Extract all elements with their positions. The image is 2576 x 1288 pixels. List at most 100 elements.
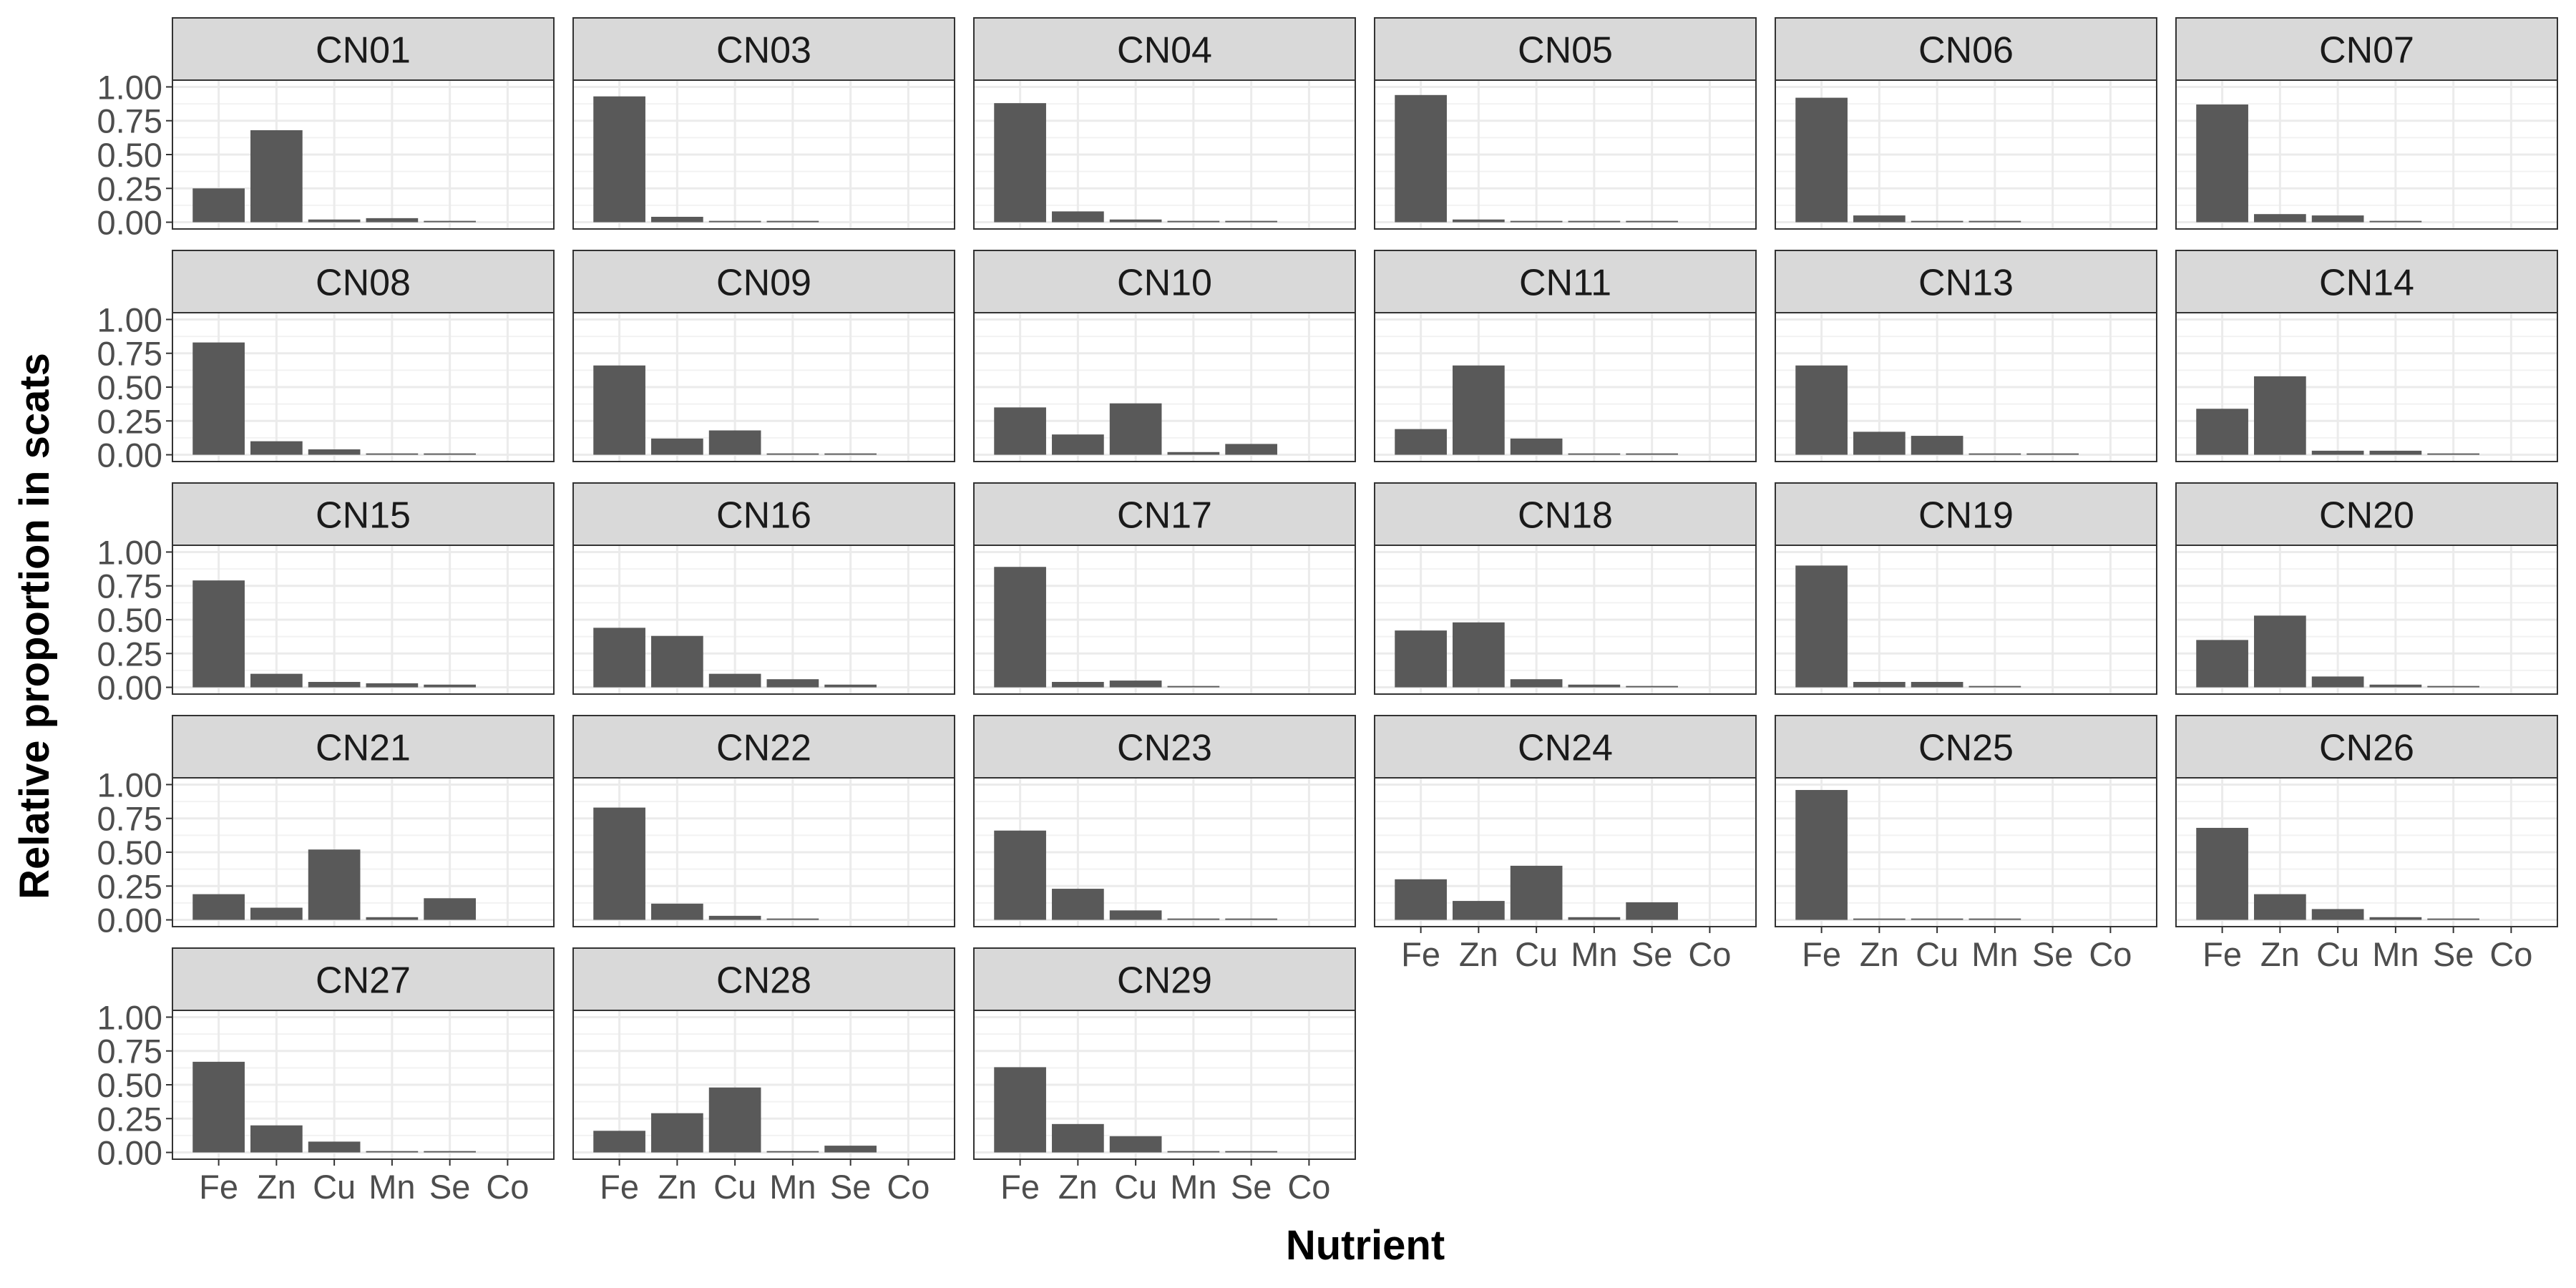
bar-cn14-zn xyxy=(2254,376,2306,455)
facet-strip-label: CN16 xyxy=(716,495,811,537)
x-axis-title: Nutrient xyxy=(1286,1222,1445,1269)
bar-cn24-mn xyxy=(1568,917,1621,920)
bar-cn24-fe xyxy=(1395,879,1447,920)
x-tick-label-cu: Cu xyxy=(1114,1168,1157,1206)
bar-cn04-mn xyxy=(1167,220,1220,223)
facet-panel-cn22: CN22 xyxy=(572,715,955,927)
bar-cn15-se xyxy=(424,684,476,688)
facet-strip xyxy=(1374,715,1757,779)
bar-cn10-mn xyxy=(1167,452,1220,455)
facet-strip-label: CN23 xyxy=(1117,728,1212,769)
y-tick-label: 1.00 xyxy=(97,301,162,338)
facet-panel-cn29: CN29 Fe Zn Cu Mn Se Co xyxy=(973,947,1356,1206)
x-tick-label-zn: Zn xyxy=(1860,935,1899,973)
bar-cn11-se xyxy=(1626,453,1678,455)
bar-cn24-zn xyxy=(1453,901,1505,920)
bar-cn03-zn xyxy=(651,216,703,223)
panel-border xyxy=(572,312,955,462)
bar-cn25-mn xyxy=(1968,918,2021,920)
bar-cn21-se xyxy=(424,898,476,920)
facet-strip xyxy=(572,947,955,1011)
panel-border xyxy=(572,545,955,695)
bar-cn21-cu xyxy=(308,849,361,920)
facet-strip-label: CN19 xyxy=(1918,495,2014,537)
bar-cn25-zn xyxy=(1853,918,1906,920)
x-tick-label-mn: Mn xyxy=(2372,935,2419,973)
bar-cn20-mn xyxy=(2369,684,2422,688)
y-tick-label: 1.00 xyxy=(97,998,162,1036)
facet-strip xyxy=(973,947,1356,1011)
panel-border xyxy=(973,545,1356,695)
bar-cn21-zn xyxy=(250,907,303,920)
facet-panel-cn17: CN17 xyxy=(973,482,1356,695)
bar-cn16-fe xyxy=(593,628,645,688)
panel-border xyxy=(572,1010,955,1160)
y-tick-label: 0.75 xyxy=(97,335,162,373)
panel-border xyxy=(973,1010,1356,1160)
bar-cn07-fe xyxy=(2196,104,2248,223)
facet-strip xyxy=(1775,250,2157,313)
panel-border xyxy=(1374,777,1757,927)
facet-strip xyxy=(2175,715,2558,779)
x-tick-label-se: Se xyxy=(429,1168,471,1206)
bar-cn23-mn xyxy=(1167,918,1220,920)
bar-cn15-fe xyxy=(192,580,245,688)
panel-border xyxy=(2175,312,2558,462)
facet-panel-cn13: CN13 xyxy=(1775,250,2157,462)
bar-cn01-zn xyxy=(250,130,303,223)
facet-strip-label: CN21 xyxy=(316,728,411,769)
x-tick-label-co: Co xyxy=(486,1168,529,1206)
bar-cn07-mn xyxy=(2369,220,2422,223)
x-tick-label-zn: Zn xyxy=(1459,935,1498,973)
panel-border xyxy=(973,312,1356,462)
panel-border xyxy=(1775,777,2157,927)
panel-border xyxy=(2175,545,2558,695)
facet-strip xyxy=(973,250,1356,313)
bar-cn04-zn xyxy=(1052,211,1104,223)
bar-cn10-cu xyxy=(1109,403,1162,455)
bar-cn25-cu xyxy=(1911,918,1963,920)
x-tick-label-mn: Mn xyxy=(369,1168,415,1206)
bar-cn11-fe xyxy=(1395,429,1447,455)
x-tick-label-fe: Fe xyxy=(2202,935,2242,973)
x-tick-label-se: Se xyxy=(2433,935,2474,973)
facet-panel-cn01: CN01 0.000.250.500.751.00 xyxy=(97,17,555,242)
bar-cn14-cu xyxy=(2311,450,2364,455)
facet-strip xyxy=(172,17,555,81)
bar-cn19-zn xyxy=(1853,681,1906,688)
y-tick-label: 0.25 xyxy=(97,402,162,440)
bar-cn16-se xyxy=(824,684,877,688)
facet-strip-label: CN04 xyxy=(1117,30,1212,72)
bar-cn19-mn xyxy=(1968,686,2021,688)
bar-cn26-cu xyxy=(2311,909,2364,920)
bar-cn26-zn xyxy=(2254,894,2306,920)
bar-cn09-fe xyxy=(593,365,645,455)
facet-strip xyxy=(172,715,555,779)
bar-cn28-cu xyxy=(708,1087,761,1153)
facet-panel-cn04: CN04 xyxy=(973,17,1356,230)
y-tick-label: 1.00 xyxy=(97,533,162,571)
facet-strip xyxy=(172,250,555,313)
x-tick-label-mn: Mn xyxy=(1571,935,1617,973)
bar-cn09-cu xyxy=(708,430,761,455)
bar-cn18-fe xyxy=(1395,630,1447,688)
bar-cn11-zn xyxy=(1453,365,1505,455)
bar-cn21-mn xyxy=(366,917,419,920)
bar-cn10-se xyxy=(1225,444,1277,455)
bar-cn09-mn xyxy=(766,453,819,455)
x-tick-label-mn: Mn xyxy=(769,1168,816,1206)
bar-cn27-mn xyxy=(366,1151,419,1153)
bar-cn18-zn xyxy=(1453,622,1505,688)
bar-cn06-zn xyxy=(1853,215,1906,223)
facet-strip xyxy=(973,17,1356,81)
x-tick-label-cu: Cu xyxy=(1515,935,1558,973)
facet-strip-label: CN18 xyxy=(1518,495,1613,537)
bar-cn17-mn xyxy=(1167,686,1220,688)
bar-cn15-zn xyxy=(250,673,303,688)
bar-cn16-zn xyxy=(651,635,703,688)
bar-cn05-fe xyxy=(1395,94,1447,223)
facet-strip xyxy=(1775,482,2157,546)
x-tick-label-co: Co xyxy=(1688,935,1731,973)
y-tick-label: 0.25 xyxy=(97,635,162,673)
facet-strip xyxy=(572,715,955,779)
